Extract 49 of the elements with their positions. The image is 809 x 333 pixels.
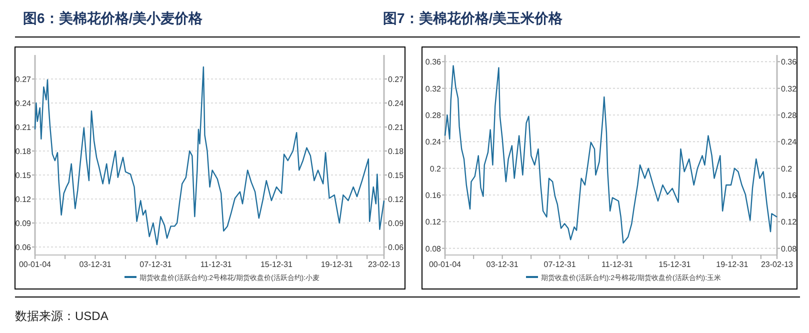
y-tick-label: 0.27: [15, 75, 32, 84]
x-tick-label: 19-12-31: [320, 260, 354, 269]
x-tick-label: 11-12-31: [200, 260, 232, 269]
x-tick-label: 03-12-31: [486, 260, 519, 269]
x-tick-label: 07-12-31: [140, 260, 172, 269]
y2-tick-label: 0.08: [781, 244, 798, 254]
y-tick-label: 0.32: [425, 84, 442, 94]
y2-tick-label: 0.2: [781, 164, 793, 174]
y2-tick-label: 0.06: [388, 243, 404, 252]
y-tick-label: 0.24: [425, 138, 442, 147]
y-tick-label: 0.18: [15, 147, 32, 156]
y2-tick-label: 0.12: [781, 218, 798, 227]
y2-tick-label: 0.24: [781, 138, 798, 147]
y2-tick-label: 0.15: [388, 171, 404, 180]
source-note: 数据来源：USDA: [15, 309, 108, 323]
x-tick-label: 00-01-04: [18, 260, 52, 269]
y-tick-label: 0.24: [15, 99, 32, 108]
chart-title: 图7：美棉花价格/美玉米价格: [383, 10, 564, 26]
y2-tick-label: 0.18: [388, 147, 404, 156]
y2-tick-label: 0.21: [388, 123, 404, 132]
y-tick-label: 0.15: [15, 171, 32, 180]
y2-tick-label: 0.32: [781, 84, 798, 94]
y-tick-label: 0.09: [15, 219, 32, 228]
x-tick-label: 15-12-31: [260, 260, 294, 269]
y-tick-label: 0.12: [425, 218, 442, 227]
y2-tick-label: 0.16: [781, 191, 798, 200]
y2-tick-label: 0.36: [781, 58, 798, 67]
y-tick-label: 0.2: [430, 164, 442, 174]
y-tick-label: 0.12: [15, 195, 32, 204]
x-tick-label: 00-01-04: [428, 260, 462, 269]
y-tick-label: 0.06: [15, 243, 32, 252]
y2-tick-label: 0.27: [388, 75, 404, 84]
y2-tick-label: 0.28: [781, 111, 798, 120]
x-tick-label: 03-12-31: [79, 260, 112, 269]
x-tick-label: 11-12-31: [602, 260, 634, 269]
x-tick-label: 15-12-31: [658, 260, 692, 269]
y2-tick-label: 0.24: [388, 99, 404, 108]
y-tick-label: 0.28: [425, 111, 442, 120]
y2-tick-label: 0.09: [388, 219, 404, 228]
y-tick-label: 0.16: [425, 191, 442, 200]
x-tick-label: 07-12-31: [544, 260, 576, 269]
x-tick-label: 23-02-13: [368, 260, 401, 269]
y2-tick-label: 0.12: [388, 195, 404, 204]
chart-title: 图6：美棉花价格/美小麦价格: [23, 10, 204, 26]
x-tick-label: 19-12-31: [716, 260, 749, 269]
y-tick-label: 0.21: [15, 123, 32, 132]
y-tick-label: 0.36: [425, 58, 442, 67]
x-tick-label: 23-02-13: [760, 260, 794, 269]
y-tick-label: 0.08: [425, 244, 442, 254]
